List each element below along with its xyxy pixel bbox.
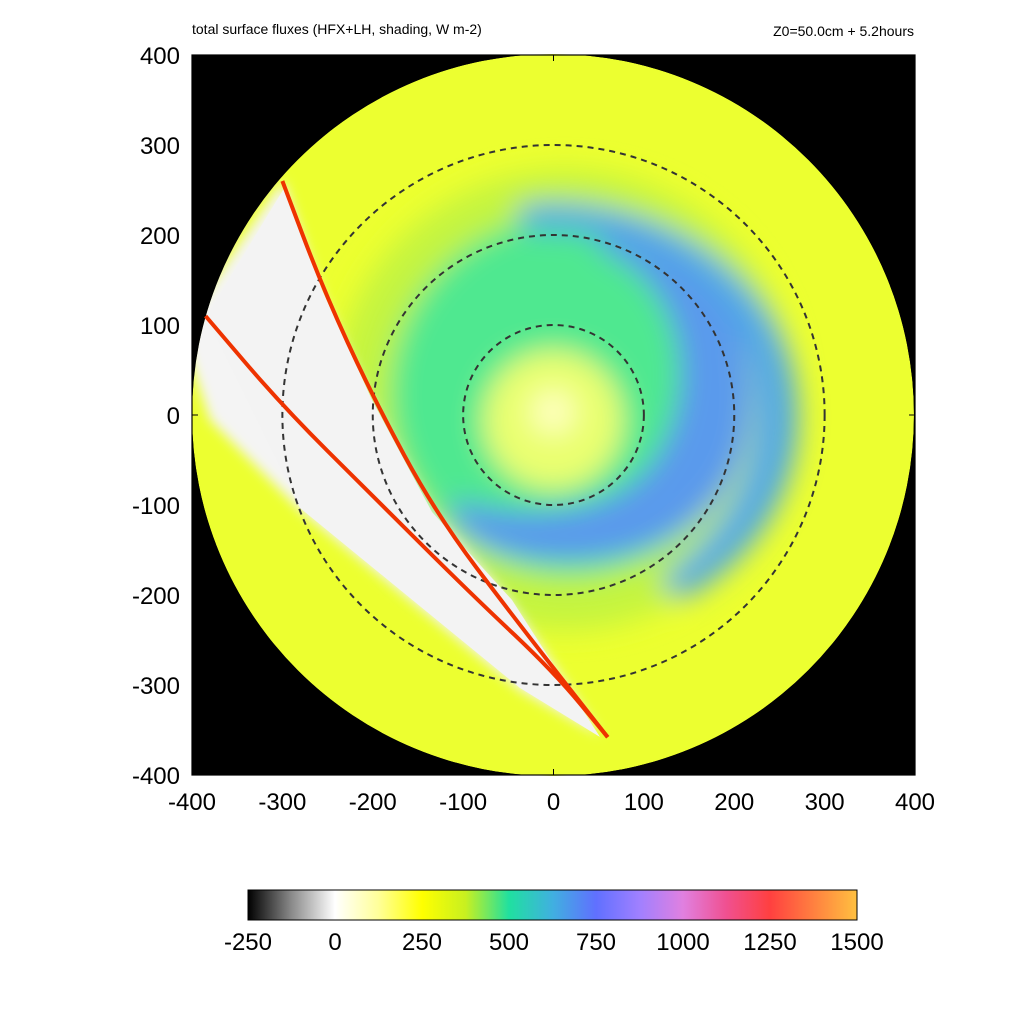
y-tick-label: 200 — [140, 223, 180, 250]
y-axis: 400 300 200 100 0 -100 -200 -300 -400 — [132, 43, 915, 790]
wake-boundaries — [204, 180, 610, 739]
eye-center — [531, 390, 575, 434]
y-tick-label: 300 — [140, 133, 180, 160]
colorbar-tick-label: 1250 — [743, 929, 796, 956]
x-tick-label: 400 — [895, 789, 935, 816]
x-axis: -400 -300 -200 -100 0 100 200 300 400 — [168, 55, 935, 816]
colorbar-tick-label: 0 — [328, 929, 341, 956]
spiral-band-outer — [520, 202, 798, 600]
spiral-band — [451, 210, 752, 562]
x-tick-label: 0 — [547, 789, 560, 816]
y-tick-label: -100 — [132, 493, 180, 520]
colorbar-tick-label: 250 — [402, 929, 442, 956]
y-tick-label: -400 — [132, 763, 180, 790]
colorbar-tick-label: 1000 — [656, 929, 709, 956]
colorbar-tick-label: 500 — [489, 929, 529, 956]
x-tick-label: -100 — [439, 789, 487, 816]
range-ring-300 — [281, 144, 826, 686]
y-tick-label: 0 — [167, 403, 180, 430]
y-tick-label: 100 — [140, 313, 180, 340]
colorbar-tick-label: 1500 — [830, 929, 883, 956]
field-blobs — [335, 170, 798, 630]
wake-boundary-lower — [204, 314, 610, 739]
colorbar-ticks: -250 0 250 500 750 1000 1250 1500 — [224, 929, 884, 956]
y-tick-label: -300 — [132, 673, 180, 700]
colorbar-fill — [247, 889, 858, 921]
range-ring-100 — [462, 324, 645, 506]
run-info: Z0=50.0cm + 5.2hours — [773, 23, 914, 39]
x-tick-label: -200 — [349, 789, 397, 816]
range-ring-200 — [371, 234, 736, 596]
colorbar: -250 0 250 500 750 1000 1250 1500 — [224, 889, 884, 956]
range-rings — [281, 144, 826, 686]
wake-boundary-upper — [280, 180, 610, 739]
x-tick-label: -400 — [168, 789, 216, 816]
x-tick-label: 300 — [805, 789, 845, 816]
colorbar-tick-label: 750 — [576, 929, 616, 956]
flux-field — [192, 54, 914, 776]
y-tick-label: -200 — [132, 583, 180, 610]
chart-title: total surface fluxes (HFX+LH, shading, W… — [192, 21, 482, 37]
x-tick-label: 100 — [624, 789, 664, 816]
x-tick-label: -300 — [258, 789, 306, 816]
x-tick-label: 200 — [714, 789, 754, 816]
colorbar-tick-label: -250 — [224, 929, 272, 956]
y-tick-label: 400 — [140, 43, 180, 70]
plot-area — [191, 54, 916, 776]
